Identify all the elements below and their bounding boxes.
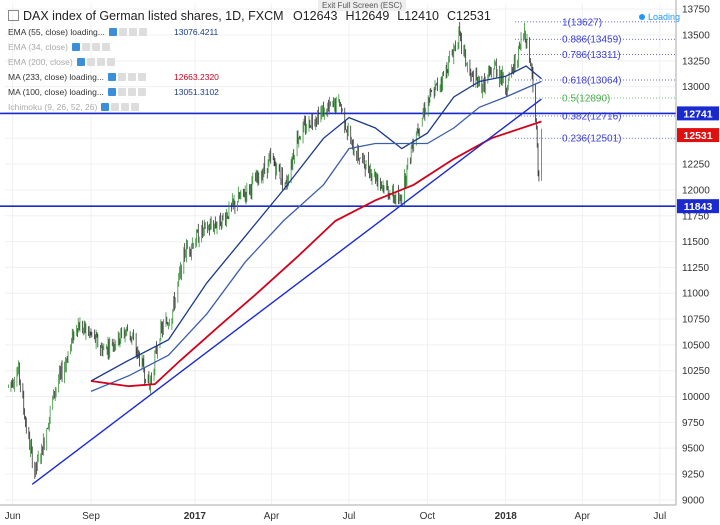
y-tick-label: 13250 — [682, 56, 710, 67]
fibonacci-retracement[interactable]: 1(13627) 0.886(13459) 0.786(13311) 0.618(13… — [515, 17, 676, 145]
candlestick-series — [8, 21, 542, 479]
support-trendline[interactable] — [31, 98, 542, 485]
y-tick-label: 9750 — [682, 418, 705, 429]
x-tick-label: 2018 — [495, 511, 518, 522]
price-label-box — [677, 199, 719, 214]
fib-level-label: 0.382(12716) — [562, 111, 622, 122]
x-tick-label: Jul — [653, 511, 666, 522]
trendline[interactable] — [31, 98, 542, 485]
y-tick-label: 9000 — [682, 495, 705, 506]
x-tick-label: Oct — [420, 511, 436, 522]
price-label-text: 12741 — [683, 108, 712, 120]
ma-line — [90, 120, 542, 388]
y-tick-label: 12000 — [682, 185, 710, 196]
price-label-text: 12531 — [683, 130, 712, 142]
x-tick-label: 2017 — [184, 511, 207, 522]
fib-level-label: 0.786(13311) — [562, 50, 621, 61]
price-labels: 12741 12531 11843 — [677, 106, 719, 214]
y-tick-label: 12250 — [682, 160, 710, 171]
y-tick-label: 13750 — [682, 5, 710, 16]
price-label-text: 11843 — [684, 201, 713, 213]
ma-line — [90, 65, 542, 382]
y-tick-label: 10500 — [682, 340, 710, 351]
x-tick-label: Jul — [343, 511, 356, 522]
y-tick-label: 11000 — [682, 289, 710, 300]
y-tick-label: 13000 — [682, 82, 710, 93]
ma-line — [90, 80, 542, 393]
x-tick-label: Apr — [575, 511, 591, 522]
y-tick-label: 11750 — [682, 211, 710, 222]
fib-level-label: 1(13627) — [562, 17, 602, 28]
y-tick-label: 11500 — [682, 237, 710, 248]
y-tick-label: 11250 — [682, 263, 710, 274]
y-tick-label: 9500 — [682, 444, 705, 455]
x-tick-label: Jun — [5, 511, 21, 522]
y-tick-label: 9250 — [682, 470, 705, 481]
chart-grid — [5, 4, 676, 505]
horizontal-lines[interactable] — [0, 112, 676, 207]
fib-level-label: 0.618(13064) — [562, 76, 622, 87]
y-tick-label: 10250 — [682, 366, 710, 377]
fib-level-label: 0.236(12501) — [562, 134, 622, 145]
x-tick-label: Apr — [264, 511, 280, 522]
y-tick-label: 13500 — [682, 30, 710, 41]
moving-averages — [90, 65, 542, 393]
fib-level-label: 0.5(12890) — [562, 94, 610, 105]
y-tick-label: 10000 — [682, 392, 710, 403]
x-tick-label: Sep — [82, 511, 100, 522]
fib-level-label: 0.886(13459) — [562, 35, 622, 46]
y-tick-label: 10750 — [682, 315, 710, 326]
price-label-box — [677, 106, 719, 121]
price-label-box — [677, 128, 719, 143]
